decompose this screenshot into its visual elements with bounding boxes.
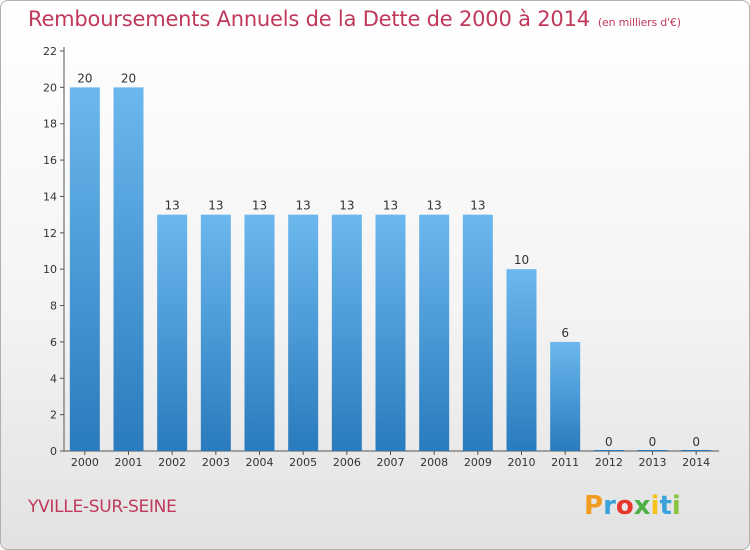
logo-letter: x [633, 491, 651, 521]
y-tick-label: 22 [43, 45, 57, 58]
y-tick-label: 18 [43, 118, 57, 131]
x-tick-label: 2008 [420, 456, 448, 469]
logo-letter: t [659, 491, 672, 521]
x-tick-label: 2002 [158, 456, 186, 469]
chart-title: Remboursements Annuels de la Dette de 20… [28, 7, 681, 31]
x-tick-label: 2014 [682, 456, 710, 469]
bar-value-label: 0 [605, 435, 613, 449]
bar-value-label: 13 [296, 199, 311, 213]
logo-letter: P [584, 491, 604, 521]
bar [462, 214, 493, 451]
bar-value-label: 13 [208, 199, 223, 213]
bar [113, 87, 144, 451]
bar-value-label: 13 [470, 199, 485, 213]
bar-value-label: 13 [252, 199, 267, 213]
bar-value-label: 13 [427, 199, 442, 213]
bar [375, 214, 406, 451]
x-tick-label: 2006 [333, 456, 361, 469]
bar [244, 214, 275, 451]
bar-value-label: 20 [77, 71, 92, 85]
x-tick-label: 2005 [289, 456, 317, 469]
x-tick-label: 2004 [246, 456, 274, 469]
bar-value-label: 20 [121, 71, 136, 85]
bar-value-label: 13 [165, 199, 180, 213]
logo-letter: i [671, 491, 681, 521]
bar [550, 341, 581, 451]
x-tick-label: 2011 [551, 456, 579, 469]
y-tick-label: 12 [43, 227, 57, 240]
y-tick-label: 0 [50, 445, 57, 458]
bar-value-label: 0 [692, 435, 700, 449]
y-tick-label: 2 [50, 409, 57, 422]
bar-value-label: 0 [649, 435, 657, 449]
bar-value-label: 6 [561, 326, 569, 340]
x-tick-label: 2012 [595, 456, 623, 469]
proxiti-logo: Proxiti [584, 491, 681, 521]
bar [419, 214, 450, 451]
bar [506, 269, 537, 451]
logo-letter: o [615, 491, 634, 521]
bar [69, 87, 100, 451]
y-tick-label: 14 [43, 190, 57, 203]
bar-value-label: 13 [383, 199, 398, 213]
bar [200, 214, 231, 451]
y-tick-label: 4 [50, 372, 57, 385]
commune-name: YVILLE-SUR-SEINE [28, 497, 177, 517]
x-tick-label: 2007 [377, 456, 405, 469]
y-tick-label: 6 [50, 336, 57, 349]
x-tick-label: 2001 [115, 456, 143, 469]
bar [288, 214, 319, 451]
logo-letter: i [650, 491, 660, 521]
y-tick-label: 8 [50, 300, 57, 313]
bar [331, 214, 362, 451]
bar [157, 214, 188, 451]
bar-value-label: 13 [339, 199, 354, 213]
x-tick-label: 2003 [202, 456, 230, 469]
x-tick-label: 2009 [464, 456, 492, 469]
y-tick-label: 10 [43, 263, 57, 276]
chart-title-text: Remboursements Annuels de la Dette de 20… [28, 7, 590, 31]
y-tick-label: 16 [43, 154, 57, 167]
x-tick-label: 2013 [639, 456, 667, 469]
chart-subtitle: (en milliers d'€) [597, 16, 681, 29]
bar-value-label: 10 [514, 253, 529, 267]
logo-letter: r [603, 491, 616, 521]
x-tick-label: 2010 [508, 456, 536, 469]
x-tick-label: 2000 [71, 456, 99, 469]
y-tick-label: 20 [43, 81, 57, 94]
